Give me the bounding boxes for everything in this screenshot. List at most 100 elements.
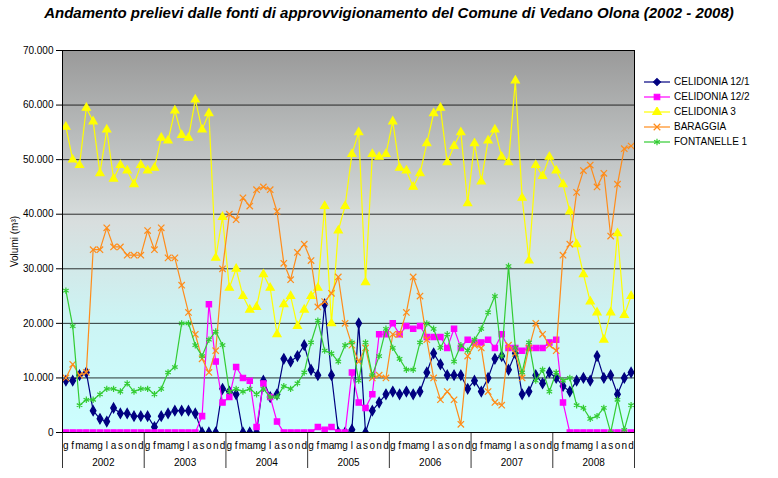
svg-text:Volumi (m³): Volumi (m³) <box>9 216 20 267</box>
svg-text:m: m <box>89 440 97 451</box>
svg-text:40.000: 40.000 <box>23 208 54 219</box>
svg-text:2006: 2006 <box>419 457 442 468</box>
svg-text:g: g <box>472 440 478 451</box>
svg-text:a: a <box>83 439 90 451</box>
svg-text:m: m <box>75 440 83 451</box>
svg-text:n: n <box>458 440 464 451</box>
svg-text:l: l <box>514 440 516 451</box>
svg-text:g: g <box>587 440 593 451</box>
svg-text:s: s <box>200 440 205 451</box>
svg-text:2004: 2004 <box>256 457 279 468</box>
svg-text:m: m <box>171 440 179 451</box>
svg-text:a: a <box>356 440 362 451</box>
svg-text:d: d <box>138 440 144 451</box>
svg-text:o: o <box>533 440 539 451</box>
html-text:FONTANELLE 1: FONTANELLE 1 <box>674 136 748 147</box>
svg-text:g: g <box>308 440 314 451</box>
svg-text:s: s <box>363 440 368 451</box>
svg-text:a: a <box>519 440 525 451</box>
svg-text:g: g <box>97 440 103 451</box>
svg-text:o: o <box>206 440 212 451</box>
svg-text:o: o <box>615 440 621 451</box>
svg-text:70.000: 70.000 <box>23 45 54 56</box>
svg-text:o: o <box>124 440 130 451</box>
svg-text:50.000: 50.000 <box>23 154 54 165</box>
svg-text:a: a <box>601 440 607 451</box>
svg-text:g: g <box>553 440 559 451</box>
svg-text:l: l <box>106 440 108 451</box>
svg-text:m: m <box>157 440 165 451</box>
svg-text:d: d <box>628 440 634 451</box>
svg-text:l: l <box>596 440 598 451</box>
svg-text:g: g <box>145 440 151 451</box>
svg-text:10.000: 10.000 <box>23 372 54 383</box>
svg-text:s: s <box>608 440 613 451</box>
svg-text:f: f <box>562 440 565 451</box>
html-text:CELIDONIA 3: CELIDONIA 3 <box>674 106 736 117</box>
svg-text:f: f <box>480 440 483 451</box>
svg-text:f: f <box>71 440 74 451</box>
svg-text:m: m <box>334 440 342 451</box>
svg-text:30.000: 30.000 <box>23 263 54 274</box>
svg-text:o: o <box>370 440 376 451</box>
svg-text:o: o <box>451 440 457 451</box>
svg-text:a: a <box>274 440 280 451</box>
svg-text:a: a <box>438 440 444 451</box>
svg-text:g: g <box>506 440 512 451</box>
svg-text:n: n <box>540 440 546 451</box>
svg-text:f: f <box>235 440 238 451</box>
svg-text:g: g <box>424 440 430 451</box>
svg-text:60.000: 60.000 <box>23 99 54 110</box>
svg-text:g: g <box>179 440 185 451</box>
html-text:BARAGGIA: BARAGGIA <box>674 121 727 132</box>
svg-text:s: s <box>118 440 123 451</box>
svg-text:f: f <box>153 440 156 451</box>
svg-text:a: a <box>193 440 199 451</box>
svg-text:n: n <box>622 440 628 451</box>
svg-text:m: m <box>239 440 247 451</box>
svg-text:g: g <box>63 440 69 451</box>
svg-text:d: d <box>383 440 389 451</box>
svg-text:l: l <box>433 440 435 451</box>
svg-text:0: 0 <box>48 427 54 438</box>
svg-text:2005: 2005 <box>337 457 360 468</box>
html-text:CELIDONIA 12/2: CELIDONIA 12/2 <box>674 91 750 102</box>
svg-text:2003: 2003 <box>174 457 197 468</box>
svg-text:n: n <box>295 440 301 451</box>
svg-text:d: d <box>220 440 226 451</box>
svg-text:s: s <box>526 440 531 451</box>
svg-text:g: g <box>227 440 233 451</box>
svg-text:m: m <box>320 440 328 451</box>
svg-text:m: m <box>484 440 492 451</box>
html-text:Andamento prelievi dalle fonti: Andamento prelievi dalle fonti di approv… <box>44 4 734 21</box>
svg-text:d: d <box>301 440 307 451</box>
svg-text:n: n <box>376 440 382 451</box>
svg-text:2002: 2002 <box>92 457 115 468</box>
svg-text:f: f <box>398 440 401 451</box>
svg-text:g: g <box>342 440 348 451</box>
svg-text:n: n <box>213 440 219 451</box>
svg-text:s: s <box>445 440 450 451</box>
svg-text:g: g <box>261 440 267 451</box>
svg-text:m: m <box>498 440 506 451</box>
svg-text:m: m <box>252 440 260 451</box>
svg-text:d: d <box>465 440 471 451</box>
svg-text:m: m <box>566 440 574 451</box>
svg-text:m: m <box>416 440 424 451</box>
svg-text:a: a <box>111 440 117 451</box>
svg-text:20.000: 20.000 <box>23 318 54 329</box>
svg-text:m: m <box>579 440 587 451</box>
svg-text:n: n <box>131 440 137 451</box>
svg-text:2007: 2007 <box>501 457 524 468</box>
svg-text:d: d <box>547 440 553 451</box>
svg-text:l: l <box>187 440 189 451</box>
html-text:CELIDONIA 12/1: CELIDONIA 12/1 <box>674 76 750 87</box>
svg-text:m: m <box>402 440 410 451</box>
svg-text:2008: 2008 <box>583 457 606 468</box>
svg-text:f: f <box>316 440 319 451</box>
svg-text:l: l <box>351 440 353 451</box>
svg-text:l: l <box>269 440 271 451</box>
svg-text:g: g <box>390 440 396 451</box>
svg-text:o: o <box>288 440 294 451</box>
svg-text:s: s <box>281 440 286 451</box>
